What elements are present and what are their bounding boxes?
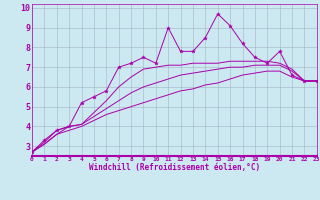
X-axis label: Windchill (Refroidissement éolien,°C): Windchill (Refroidissement éolien,°C) (89, 163, 260, 172)
